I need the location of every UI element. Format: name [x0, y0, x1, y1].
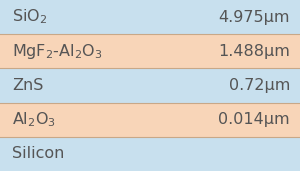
Text: 0.72μm: 0.72μm: [229, 78, 290, 93]
Text: 4.975μm: 4.975μm: [218, 10, 290, 25]
Text: 0.014μm: 0.014μm: [218, 112, 290, 127]
Text: 1.488μm: 1.488μm: [218, 44, 290, 59]
Text: SiO$_2$: SiO$_2$: [12, 8, 47, 27]
Bar: [0, 137, 300, 171]
Bar: [0, 68, 300, 103]
Text: Silicon: Silicon: [12, 146, 64, 161]
Text: Al$_2$O$_3$: Al$_2$O$_3$: [12, 110, 56, 129]
Bar: [0, 0, 300, 34]
Bar: [0, 103, 300, 137]
Text: MgF$_2$-Al$_2$O$_3$: MgF$_2$-Al$_2$O$_3$: [12, 42, 103, 61]
Text: ZnS: ZnS: [12, 78, 43, 93]
Bar: [0, 34, 300, 68]
